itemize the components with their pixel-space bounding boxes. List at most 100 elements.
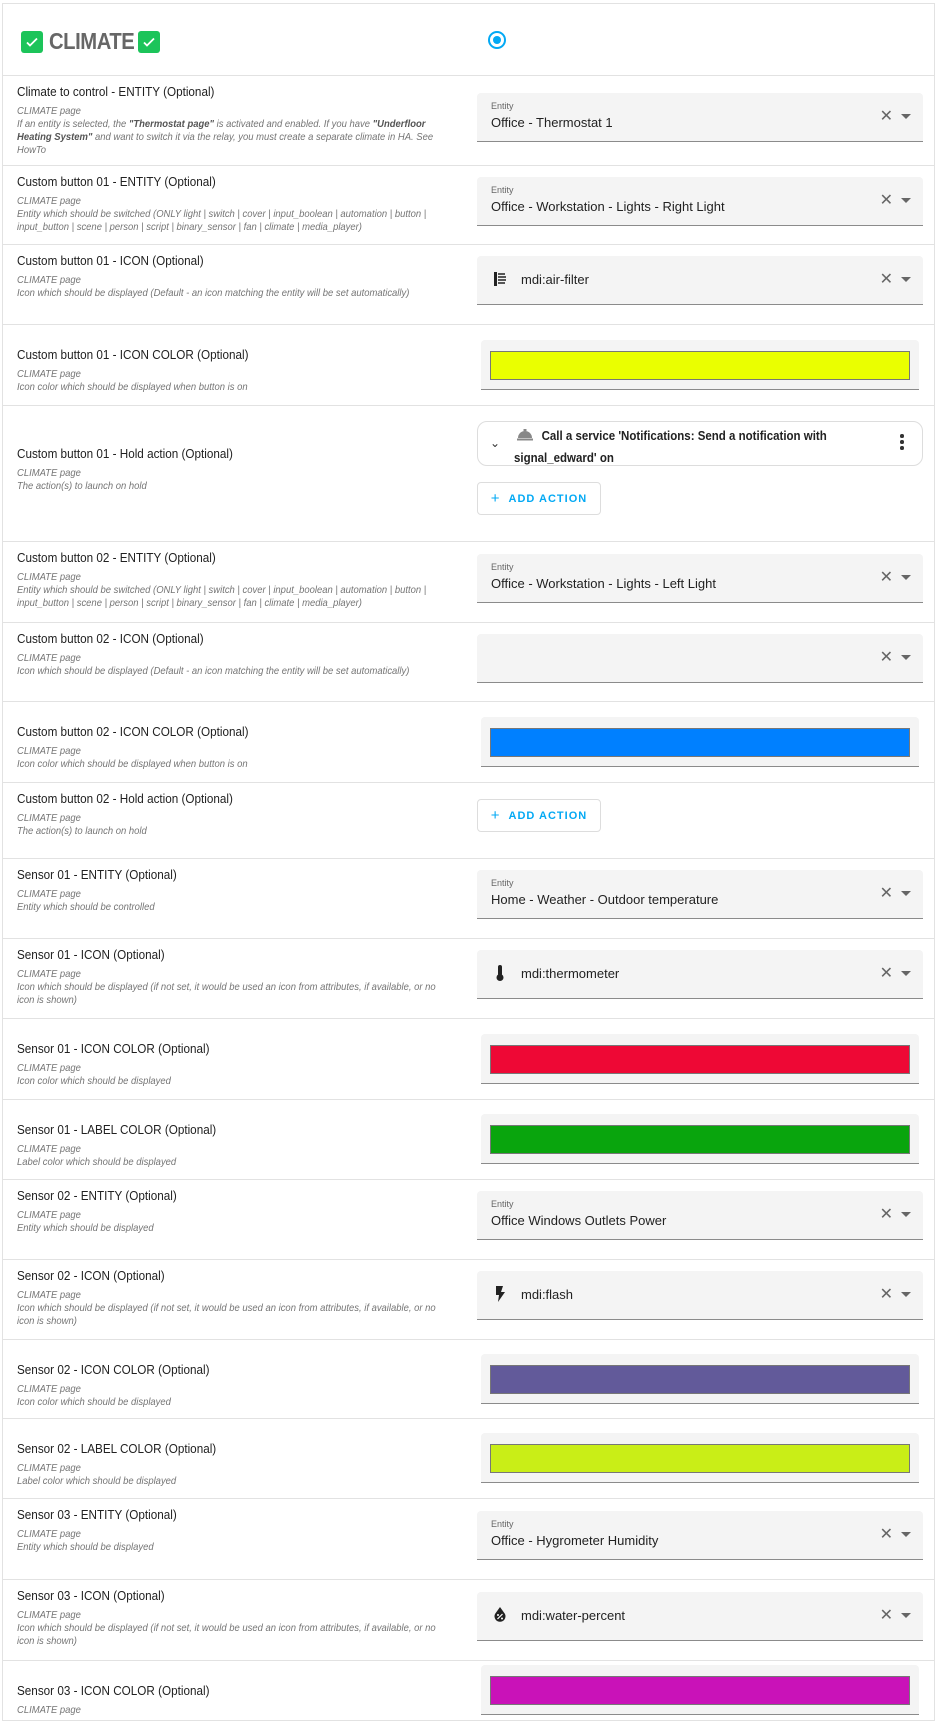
color-picker[interactable] <box>481 340 919 390</box>
setting-description: CLIMATE page If an entity is selected, th… <box>17 105 440 157</box>
dropdown-arrow-icon[interactable] <box>901 114 911 119</box>
setting-description: CLIMATE page Entity which should be contr… <box>17 888 440 914</box>
section-title-group: CLIMATE <box>21 28 161 55</box>
setting-description: CLIMATE page Icon color which should be d… <box>17 1062 440 1088</box>
setting-title: Custom button 01 - ICON COLOR (Optional) <box>17 347 249 362</box>
setting-title: Sensor 02 - ICON COLOR (Optional) <box>17 1362 210 1377</box>
entity-picker[interactable]: Entity Office Windows Outlets Power ✕ <box>477 1191 923 1240</box>
setting-title: Custom button 01 - ICON (Optional) <box>17 253 204 268</box>
icon-picker[interactable]: mdi:flash ✕ <box>477 1271 923 1320</box>
entity-field-label: Entity <box>491 1199 514 1209</box>
setting-title: Custom button 02 - ICON COLOR (Optional) <box>17 724 249 739</box>
clear-icon[interactable]: ✕ <box>879 569 893 586</box>
dropdown-arrow-icon[interactable] <box>901 1532 911 1537</box>
setting-row: Sensor 02 - ICON COLOR (Optional) CLIMAT… <box>3 1340 934 1419</box>
dropdown-arrow-icon[interactable] <box>901 655 911 660</box>
more-vertical-icon[interactable] <box>900 434 904 452</box>
clear-icon[interactable]: ✕ <box>879 1526 893 1543</box>
climate-settings-panel: CLIMATE Climate to control - ENTITY (Opt… <box>2 3 935 1721</box>
entity-picker[interactable]: Entity Office - Workstation - Lights - R… <box>477 177 923 226</box>
entity-field-value: Office - Thermostat 1 <box>491 115 613 130</box>
dropdown-arrow-icon[interactable] <box>901 891 911 896</box>
setting-desc-text: Label color which should be displayed <box>17 1156 177 1168</box>
setting-desc-text: Icon color which should be displayed whe… <box>17 381 248 393</box>
setting-row: Sensor 03 - ICON COLOR (Optional) CLIMAT… <box>3 1661 934 1721</box>
air-filter-icon <box>491 270 509 288</box>
setting-page: CLIMATE page <box>17 467 81 479</box>
setting-description: CLIMATE page The action(s) to launch on h… <box>17 812 440 838</box>
icon-picker[interactable]: mdi:air-filter ✕ <box>477 256 923 305</box>
entity-picker[interactable]: Entity Home - Weather - Outdoor temperat… <box>477 870 923 919</box>
clear-icon[interactable]: ✕ <box>879 108 893 125</box>
clear-icon[interactable]: ✕ <box>879 192 893 209</box>
action-card[interactable]: ⌄ Call a service 'Notifications: Send a … <box>477 421 923 466</box>
check-icon <box>138 30 161 53</box>
clear-icon[interactable]: ✕ <box>879 649 893 666</box>
clear-icon[interactable]: ✕ <box>879 1607 893 1624</box>
color-swatch[interactable] <box>490 1676 910 1705</box>
dropdown-arrow-icon[interactable] <box>901 1613 911 1618</box>
setting-desc-text: Icon which should be displayed (Default … <box>17 287 410 299</box>
icon-field-value: mdi:thermometer <box>521 966 620 981</box>
icon-picker[interactable]: ✕ <box>477 634 923 683</box>
plus-icon: + <box>490 490 501 507</box>
setting-page: CLIMATE page <box>17 888 81 900</box>
section-radio-button[interactable] <box>488 31 506 49</box>
setting-title: Sensor 01 - LABEL COLOR (Optional) <box>17 1122 217 1137</box>
color-picker[interactable] <box>481 1354 919 1404</box>
setting-description: CLIMATE page Icon which should be display… <box>17 968 440 1007</box>
setting-desc-text: The action(s) to launch on hold <box>17 825 147 837</box>
setting-desc-text: Icon which should be displayed (if not s… <box>17 1622 436 1647</box>
setting-page: CLIMATE page <box>17 1383 81 1395</box>
icon-picker[interactable]: mdi:thermometer ✕ <box>477 950 923 999</box>
entity-field-value: Office - Hygrometer Humidity <box>491 1533 659 1548</box>
add-action-button[interactable]: + ADD ACTION <box>477 799 601 832</box>
color-swatch[interactable] <box>490 1365 910 1394</box>
color-picker[interactable] <box>481 1665 919 1715</box>
clear-icon[interactable]: ✕ <box>879 965 893 982</box>
setting-title: Sensor 02 - ENTITY (Optional) <box>17 1188 177 1203</box>
setting-desc-text: Icon which should be displayed (if not s… <box>17 981 436 1006</box>
entity-field-value: Office - Workstation - Lights - Left Lig… <box>491 576 716 591</box>
clear-icon[interactable]: ✕ <box>879 271 893 288</box>
setting-desc-text: Entity which should be displayed <box>17 1541 154 1553</box>
setting-page: CLIMATE page <box>17 968 81 980</box>
entity-picker[interactable]: Entity Office - Workstation - Lights - L… <box>477 554 923 603</box>
color-swatch[interactable] <box>490 351 910 380</box>
setting-description: CLIMATE page Entity which should be displ… <box>17 1528 440 1554</box>
color-picker[interactable] <box>481 717 919 767</box>
clear-icon[interactable]: ✕ <box>879 1206 893 1223</box>
entity-picker[interactable]: Entity Office - Thermostat 1 ✕ <box>477 93 923 142</box>
setting-description: CLIMATE page Label color which should be … <box>17 1143 440 1169</box>
chevron-down-icon[interactable]: ⌄ <box>490 436 501 450</box>
color-picker[interactable] <box>481 1433 919 1483</box>
color-picker[interactable] <box>481 1114 919 1164</box>
dropdown-arrow-icon[interactable] <box>901 575 911 580</box>
setting-info: Sensor 01 - ICON COLOR (Optional) CLIMAT… <box>17 1041 457 1088</box>
dropdown-arrow-icon[interactable] <box>901 1292 911 1297</box>
setting-page: CLIMATE page <box>17 745 81 757</box>
clear-icon[interactable]: ✕ <box>879 885 893 902</box>
color-swatch[interactable] <box>490 1444 910 1473</box>
clear-icon[interactable]: ✕ <box>879 1286 893 1303</box>
setting-row: Sensor 01 - ENTITY (Optional) CLIMATE pa… <box>3 859 934 939</box>
setting-info: Custom button 01 - Hold action (Optional… <box>17 446 457 493</box>
dropdown-arrow-icon[interactable] <box>901 971 911 976</box>
water-percent-icon <box>491 1606 509 1624</box>
color-picker[interactable] <box>481 1034 919 1084</box>
setting-desc-text: Icon color which should be displayed <box>17 1396 171 1408</box>
color-swatch[interactable] <box>490 728 910 757</box>
color-swatch[interactable] <box>490 1045 910 1074</box>
entity-field-label: Entity <box>491 185 514 195</box>
action-description: Call a service 'Notifications: Send a no… <box>514 429 827 465</box>
add-action-button[interactable]: + ADD ACTION <box>477 482 601 515</box>
dropdown-arrow-icon[interactable] <box>901 198 911 203</box>
icon-picker[interactable]: mdi:water-percent ✕ <box>477 1592 923 1641</box>
dropdown-arrow-icon[interactable] <box>901 277 911 282</box>
setting-page: CLIMATE page <box>17 1289 81 1301</box>
icon-field-value: mdi:water-percent <box>521 1608 626 1623</box>
entity-picker[interactable]: Entity Office - Hygrometer Humidity ✕ <box>477 1511 923 1560</box>
dropdown-arrow-icon[interactable] <box>901 1212 911 1217</box>
setting-info: Sensor 02 - ICON (Optional) CLIMATE page… <box>17 1268 457 1328</box>
color-swatch[interactable] <box>490 1125 910 1154</box>
